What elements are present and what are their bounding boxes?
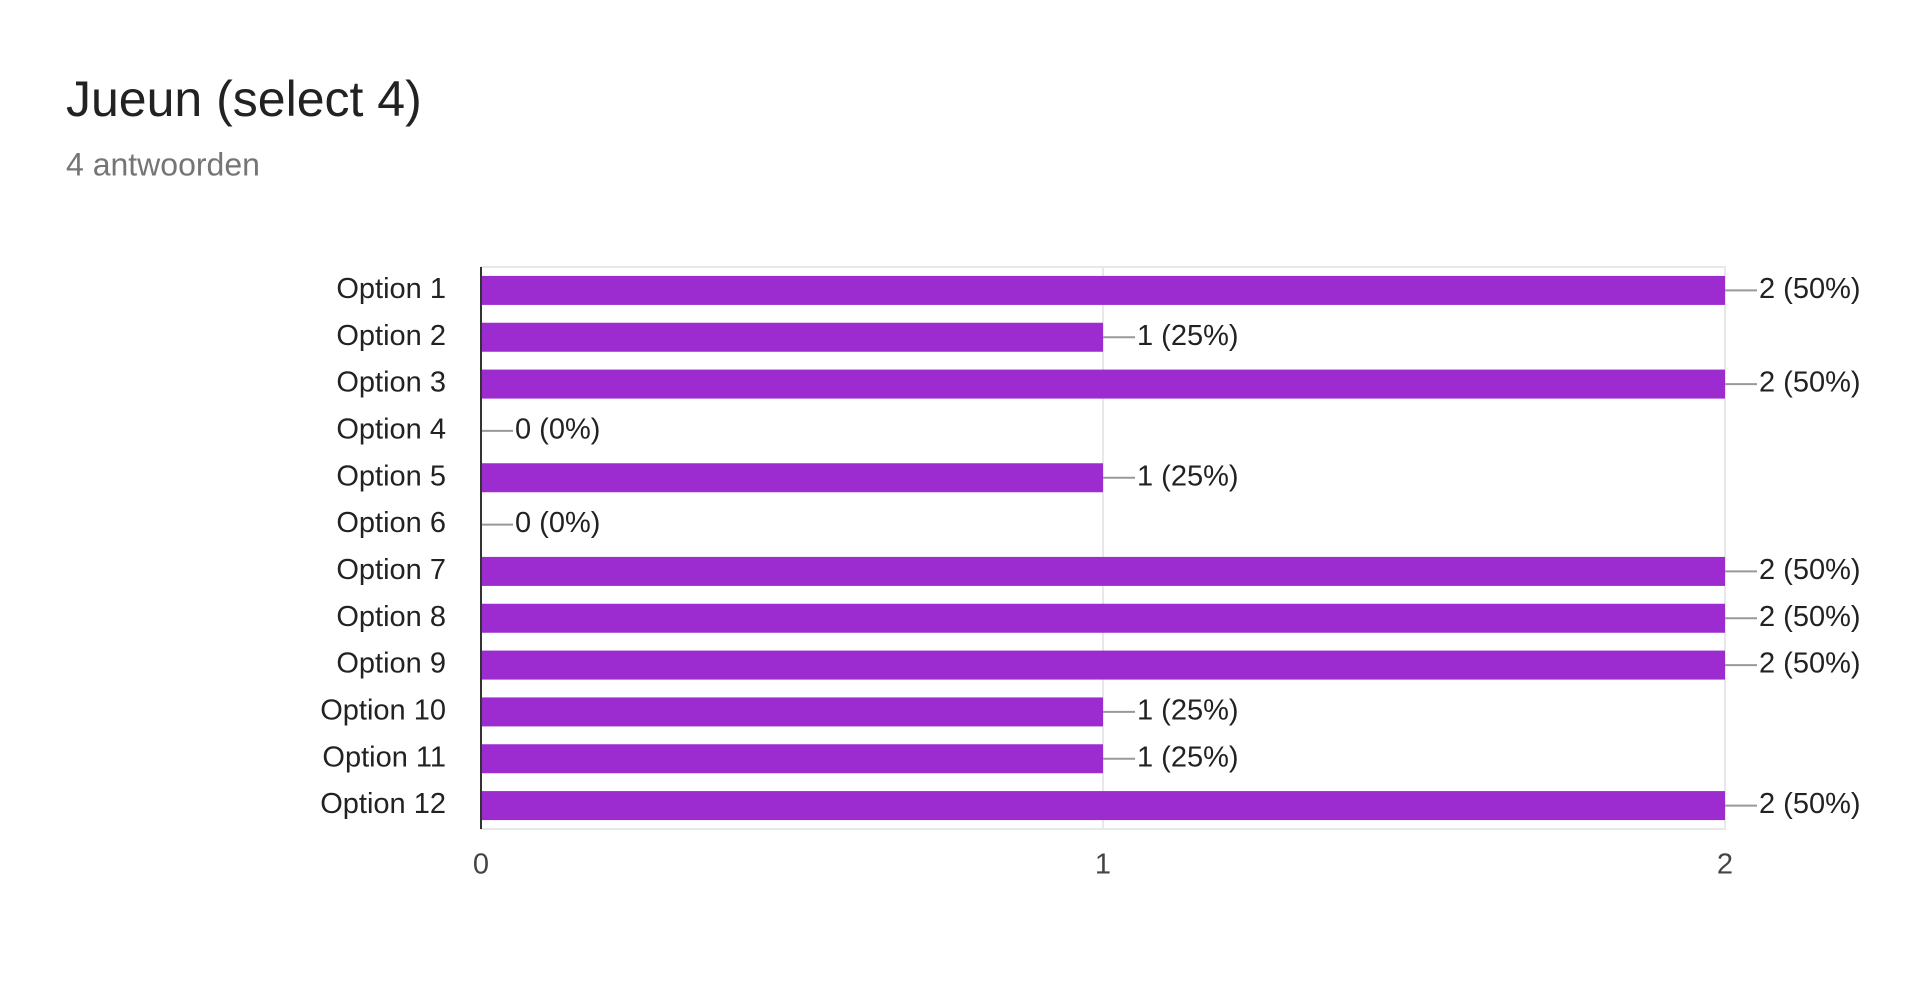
y-tick-label: Option 7 bbox=[336, 554, 446, 586]
bar bbox=[481, 556, 1725, 586]
y-tick-label: Option 3 bbox=[336, 367, 446, 399]
x-tick-label: 0 bbox=[473, 849, 489, 881]
bar bbox=[481, 603, 1725, 633]
y-tick-label: Option 11 bbox=[322, 741, 446, 773]
bar bbox=[481, 369, 1725, 399]
y-tick-label: Option 10 bbox=[320, 695, 446, 727]
value-label: 2 (50%) bbox=[1759, 648, 1861, 680]
value-label: 1 (25%) bbox=[1137, 741, 1239, 773]
x-tick-label: 2 bbox=[1717, 849, 1733, 881]
value-label: 2 (50%) bbox=[1759, 367, 1861, 399]
y-tick-label: Option 2 bbox=[336, 320, 446, 352]
y-tick-label: Option 4 bbox=[336, 414, 446, 446]
bar bbox=[481, 463, 1103, 493]
value-label: 1 (25%) bbox=[1137, 320, 1239, 352]
y-tick-label: Option 1 bbox=[336, 273, 446, 305]
value-label: 1 (25%) bbox=[1137, 460, 1239, 492]
value-label: 2 (50%) bbox=[1759, 554, 1861, 586]
bar bbox=[481, 791, 1725, 821]
bar bbox=[481, 744, 1103, 774]
y-tick-label: Option 9 bbox=[336, 648, 446, 680]
bar bbox=[481, 322, 1103, 352]
value-label: 2 (50%) bbox=[1759, 601, 1861, 633]
y-tick-label: Option 8 bbox=[336, 601, 446, 633]
chart-subtitle: 4 antwoorden bbox=[66, 146, 260, 182]
bar bbox=[481, 275, 1725, 305]
bar bbox=[481, 697, 1103, 727]
y-tick-label: Option 5 bbox=[336, 460, 446, 492]
value-label: 2 (50%) bbox=[1759, 788, 1861, 820]
x-tick-label: 1 bbox=[1095, 849, 1111, 881]
value-label: 2 (50%) bbox=[1759, 273, 1861, 305]
chart-title: Jueun (select 4) bbox=[66, 71, 422, 127]
value-label: 1 (25%) bbox=[1137, 695, 1239, 727]
y-tick-label: Option 12 bbox=[320, 788, 446, 820]
bar bbox=[481, 650, 1725, 680]
value-label: 0 (0%) bbox=[515, 414, 600, 446]
y-tick-label: Option 6 bbox=[336, 507, 446, 539]
value-label: 0 (0%) bbox=[515, 507, 600, 539]
